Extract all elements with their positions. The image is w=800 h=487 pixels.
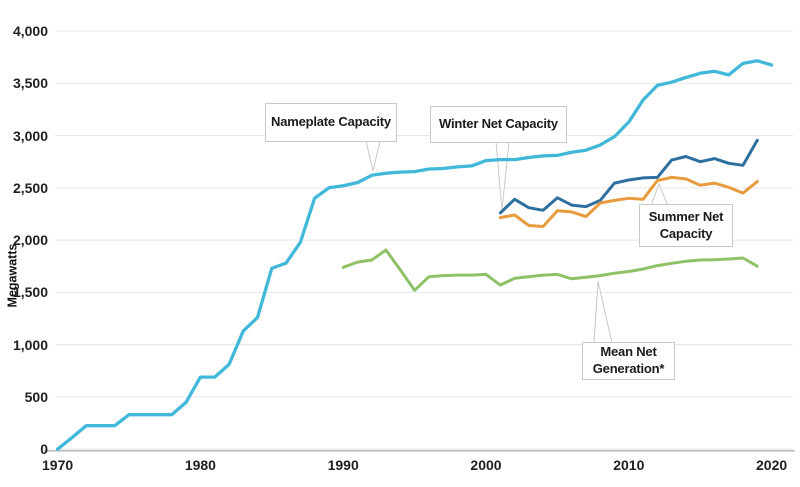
callout-summer-net-capacity: Summer Net Capacity bbox=[639, 204, 733, 247]
series-line-summer-net-capacity bbox=[498, 175, 759, 228]
y-tick-label: 4,000 bbox=[12, 23, 48, 39]
y-tick-label: 1,000 bbox=[12, 336, 48, 353]
callout-pointer-winter bbox=[495, 141, 510, 211]
series-line-winter-net-capacity bbox=[498, 138, 759, 215]
callout-summer-line1: Summer Net bbox=[648, 208, 724, 224]
x-tick-label: 1990 bbox=[327, 457, 359, 473]
callout-mean-net-generation: Mean Net Generation* bbox=[582, 342, 675, 380]
y-tick-label: 2,000 bbox=[12, 232, 48, 249]
callout-pointer-nameplate bbox=[365, 140, 381, 172]
x-tick-label: 1980 bbox=[184, 457, 216, 473]
x-tick-label: 1970 bbox=[42, 457, 74, 473]
y-tick-label: 0 bbox=[40, 441, 48, 458]
callout-mean-line2: Generation* bbox=[592, 361, 665, 376]
x-tick-label: 2010 bbox=[613, 457, 645, 473]
callout-mean-line1: Mean Net bbox=[600, 344, 657, 360]
callout-nameplate-line1: Nameplate Capacity bbox=[271, 114, 391, 130]
callout-winter-net-capacity: Winter Net Capacity bbox=[430, 106, 567, 143]
callout-winter-line1: Winter Net Capacity bbox=[439, 116, 558, 132]
y-tick-label: 2,500 bbox=[12, 179, 48, 196]
y-tick-label: 1,500 bbox=[12, 284, 48, 301]
series-line-nameplate-capacity bbox=[55, 59, 774, 451]
callout-nameplate-capacity: Nameplate Capacity bbox=[265, 103, 397, 142]
y-tick-label: 3,500 bbox=[12, 75, 48, 92]
x-tick-label: 2020 bbox=[756, 457, 788, 473]
x-tick-label: 2000 bbox=[470, 457, 502, 473]
callout-pointer-mean bbox=[593, 280, 613, 344]
callout-summer-line2: Capacity bbox=[659, 225, 713, 241]
series-line-mean-net-generation- bbox=[341, 248, 759, 292]
y-tick-label: 500 bbox=[24, 388, 48, 405]
y-tick-label: 3,000 bbox=[12, 127, 48, 144]
